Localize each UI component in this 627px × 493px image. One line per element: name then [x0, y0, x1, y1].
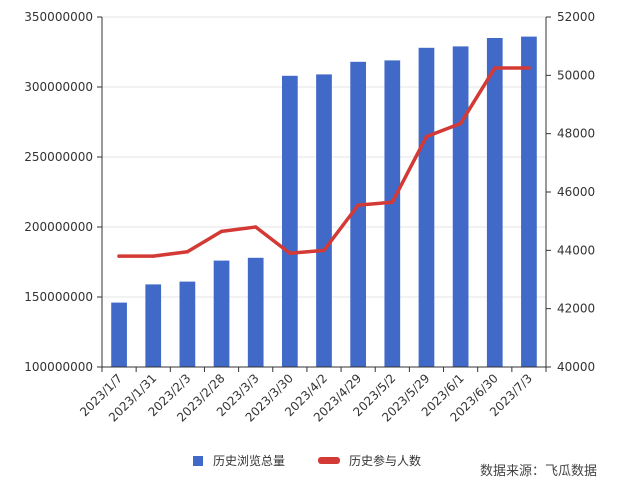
right-tick-label: 50000: [557, 68, 595, 82]
left-tick-label: 350000000: [24, 10, 93, 24]
right-tick-label: 46000: [557, 185, 595, 199]
line-point: [219, 229, 224, 234]
line-point: [356, 203, 360, 207]
line-point: [492, 66, 497, 70]
line-point: [322, 248, 326, 253]
bar: [213, 260, 230, 367]
right-tick-label: 44000: [557, 243, 595, 257]
source-note: 数据来源：飞瓜数据: [480, 464, 597, 479]
right-tick-label: 42000: [557, 302, 595, 316]
bar: [521, 36, 537, 367]
bar: [145, 284, 162, 367]
left-tick-label: 150000000: [24, 290, 93, 304]
line-point: [185, 249, 190, 254]
legend-label-line: 历史参与人数: [349, 453, 421, 468]
legend-swatch-bar: [193, 456, 203, 466]
line-point: [458, 121, 463, 126]
left-tick-label: 300000000: [24, 80, 93, 94]
left-axis-ticks: 100000000 150000000 200000000 250000000 3000…: [24, 10, 102, 374]
bar: [247, 257, 264, 367]
left-tick-label: 250000000: [24, 150, 93, 164]
line-point: [151, 254, 156, 258]
bar: [316, 74, 332, 368]
line-point: [390, 200, 395, 205]
legend-swatch-line: [318, 457, 340, 464]
bar: [281, 75, 298, 368]
legend: 历史浏览总量 历史参与人数: [193, 453, 421, 468]
left-tick-label: 100000000: [24, 360, 93, 374]
bar: [418, 47, 435, 368]
bar: [111, 302, 127, 367]
right-tick-label: 48000: [557, 127, 595, 141]
line-point: [288, 251, 292, 256]
line-point: [253, 225, 258, 229]
right-tick-label: 52000: [557, 10, 595, 24]
legend-label-bar: 历史浏览总量: [213, 453, 285, 468]
bar: [452, 46, 469, 368]
bar: [384, 60, 401, 368]
bar: [179, 281, 196, 367]
line-series: [117, 66, 531, 258]
x-axis-ticks: 2023/1/72023/1/312023/2/32023/2/282023/3…: [77, 367, 547, 425]
line-point: [117, 254, 121, 258]
line-point: [424, 134, 429, 139]
bar-series: [111, 36, 537, 368]
right-tick-label: 40000: [557, 360, 595, 374]
bar: [350, 61, 367, 368]
right-axis-ticks: 40000 42000 44000 46000 48000 50000 52000: [546, 10, 595, 374]
left-tick-label: 200000000: [24, 220, 93, 234]
bar: [486, 38, 503, 367]
line-point: [527, 66, 531, 70]
